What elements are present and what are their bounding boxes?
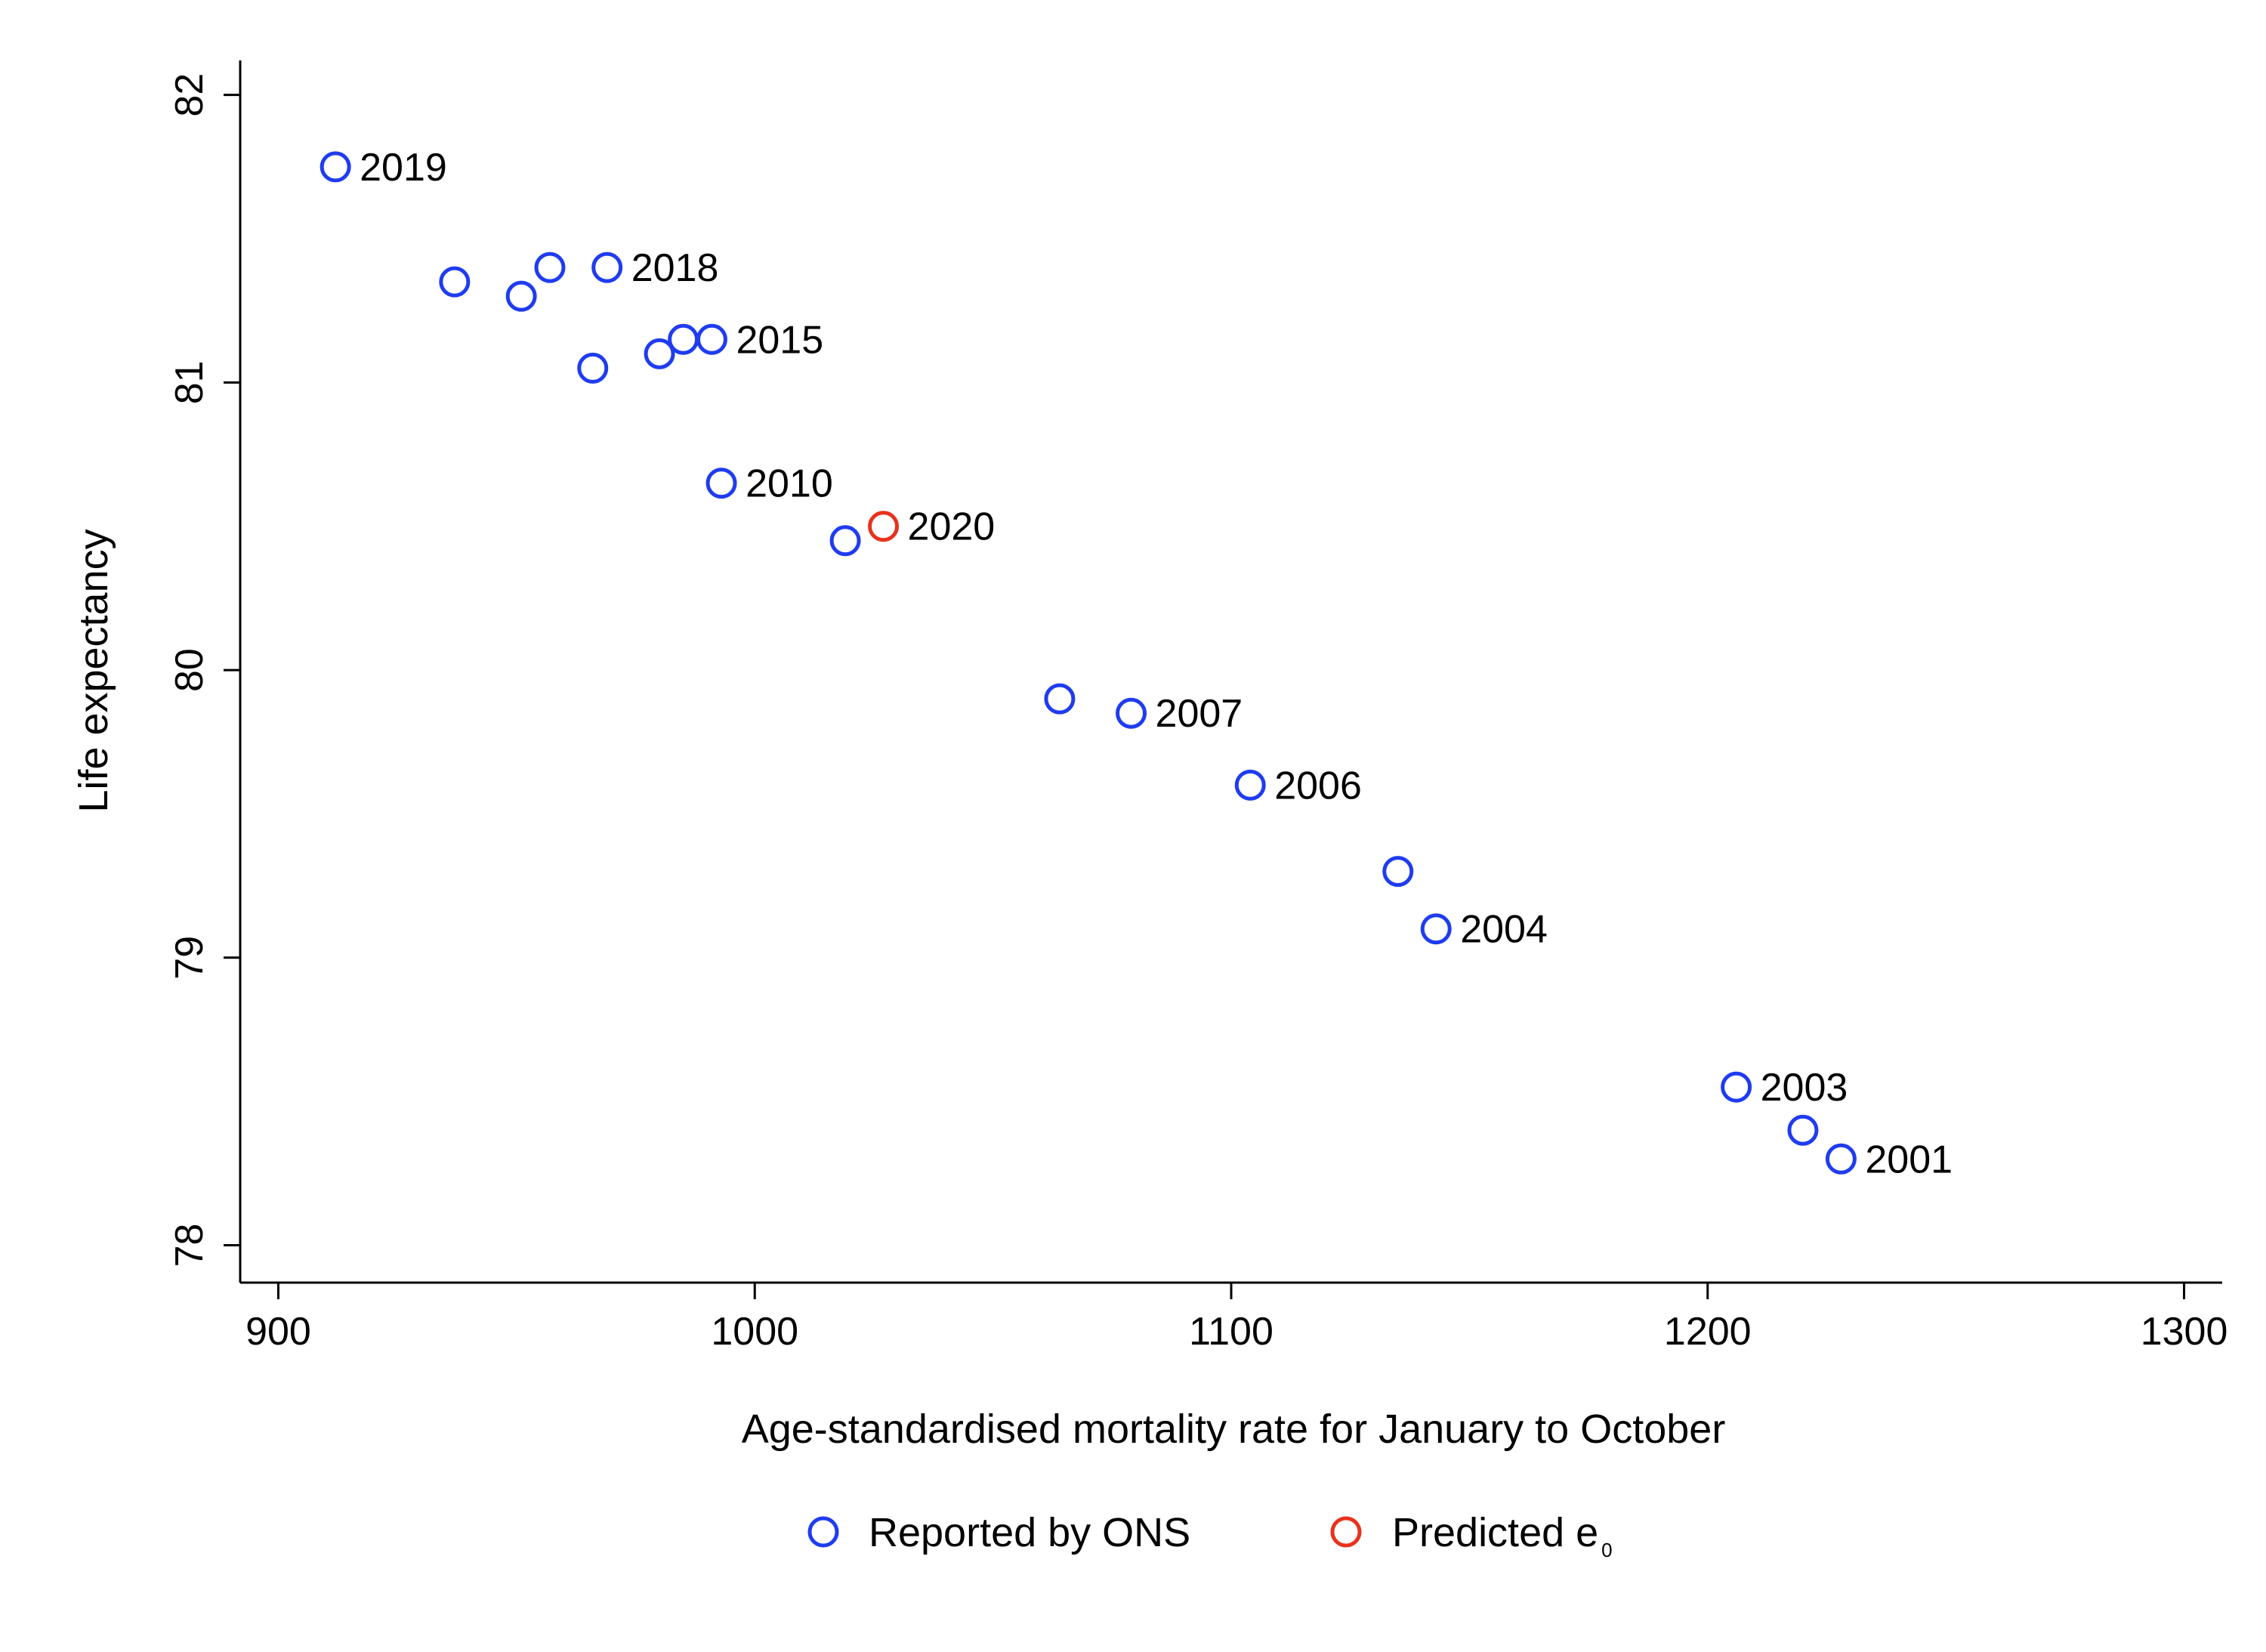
- legend-marker-reported: [807, 1516, 839, 1548]
- point-label: 2020: [908, 505, 996, 549]
- point-reported: [1721, 1071, 1752, 1103]
- x-tick-label: 1300: [2141, 1310, 2228, 1354]
- x-tick-label: 1200: [1664, 1310, 1752, 1354]
- axes: [239, 60, 2222, 1284]
- legend-label-reported: Reported by ONS: [869, 1510, 1190, 1555]
- point-reported: [1787, 1114, 1819, 1146]
- point-reported: [577, 352, 609, 384]
- point-reported: [1420, 913, 1452, 945]
- x-tick-label: 1000: [711, 1310, 798, 1354]
- x-axis-title: Age-standardised mortality rate for Janu…: [742, 1407, 1726, 1452]
- y-tick-label: 78: [168, 1224, 211, 1268]
- legend-marker-predicted: [1330, 1516, 1362, 1548]
- point-label: 2010: [746, 462, 833, 506]
- point-reported: [1382, 856, 1414, 888]
- point-reported: [320, 151, 351, 183]
- y-tick-label: 79: [168, 936, 211, 980]
- point-label: 2007: [1156, 692, 1243, 736]
- point-label: 2018: [631, 246, 719, 290]
- point-reported: [591, 252, 623, 283]
- point-reported: [1825, 1143, 1857, 1175]
- point-reported: [644, 338, 675, 369]
- point-labels: 2019 2018 2015 2010 2007 2006 2004 2003 2001 2020: [360, 146, 1953, 1181]
- point-reported: [505, 280, 537, 312]
- point-label: 2006: [1274, 764, 1362, 807]
- point-label: 2015: [736, 318, 823, 362]
- legend-label-predicted-main: Predicted e: [1392, 1510, 1598, 1555]
- point-label: 2004: [1460, 908, 1548, 952]
- ticks: 900 1000 1100 1200 1300 78 79 80 81 82: [168, 73, 2227, 1354]
- point-label: 2003: [1761, 1066, 1848, 1110]
- legend-label-predicted-subscript: 0: [1601, 1539, 1612, 1561]
- x-tick-label: 1100: [1189, 1310, 1273, 1354]
- y-tick-label: 81: [168, 360, 211, 404]
- point-reported: [668, 323, 699, 355]
- y-tick-label: 80: [168, 648, 211, 692]
- point-reported: [534, 252, 566, 283]
- y-axis-title: Life expectancy: [71, 529, 116, 812]
- point-predicted: [868, 511, 900, 542]
- point-reported: [439, 266, 471, 298]
- point-reported: [1116, 697, 1147, 729]
- point-reported: [829, 525, 861, 557]
- x-tick-label: 900: [245, 1310, 311, 1354]
- point-reported: [1234, 769, 1266, 801]
- point-reported: [1044, 683, 1076, 715]
- point-reported: [696, 323, 727, 355]
- point-label: 2019: [360, 146, 447, 190]
- y-tick-label: 82: [168, 73, 211, 117]
- data-points: [320, 151, 1857, 1175]
- point-reported: [705, 468, 737, 499]
- point-label: 2001: [1865, 1138, 1953, 1181]
